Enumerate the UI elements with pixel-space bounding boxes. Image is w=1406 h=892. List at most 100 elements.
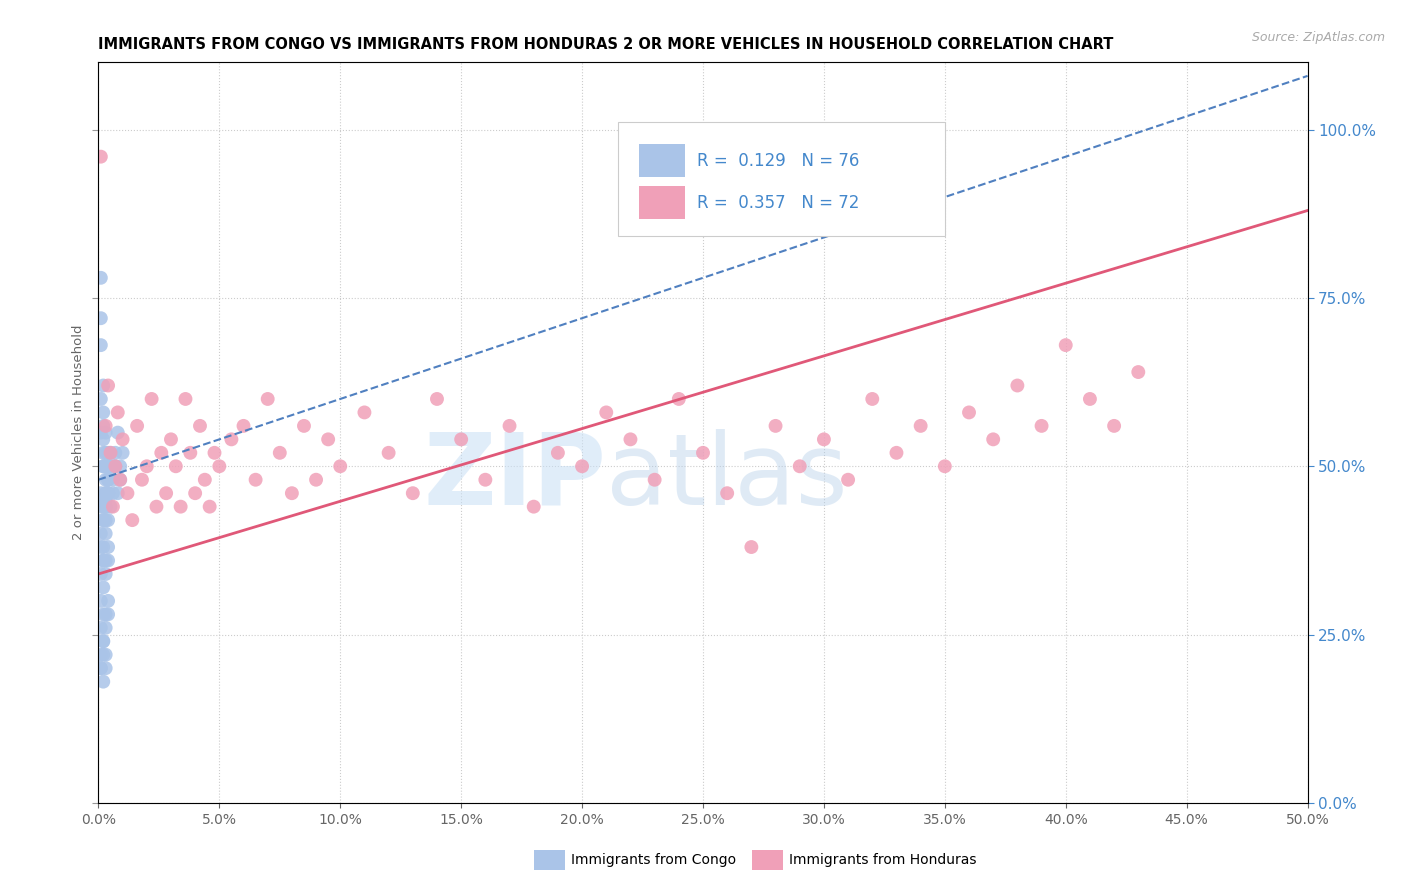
Point xyxy=(97,473,120,487)
Point xyxy=(100,500,122,514)
Point xyxy=(1102,418,1125,433)
Point xyxy=(169,500,191,514)
Point xyxy=(94,425,117,440)
Point xyxy=(97,513,120,527)
Point xyxy=(97,553,120,567)
Point xyxy=(135,459,157,474)
Point xyxy=(94,459,117,474)
Point xyxy=(571,459,593,474)
Point xyxy=(165,459,187,474)
Point xyxy=(91,513,114,527)
Point xyxy=(179,446,201,460)
Point xyxy=(104,459,127,474)
Point xyxy=(94,486,117,500)
Bar xyxy=(638,144,685,178)
Point xyxy=(90,270,112,285)
Point xyxy=(94,486,117,500)
Point xyxy=(90,621,112,635)
Point xyxy=(150,446,173,460)
Text: Immigrants from Congo: Immigrants from Congo xyxy=(571,853,735,867)
Point xyxy=(91,553,114,567)
Point xyxy=(97,473,120,487)
Text: Source: ZipAtlas.com: Source: ZipAtlas.com xyxy=(1251,31,1385,45)
Point xyxy=(957,405,980,419)
Point xyxy=(94,526,117,541)
Point xyxy=(91,607,114,622)
Point xyxy=(127,418,149,433)
Point xyxy=(1054,338,1077,352)
Point xyxy=(198,500,221,514)
Point xyxy=(100,446,122,460)
Point xyxy=(108,473,131,487)
Point xyxy=(108,459,131,474)
Point xyxy=(90,661,112,675)
Point xyxy=(90,648,112,662)
Point xyxy=(90,311,112,326)
Point xyxy=(886,446,908,460)
Point xyxy=(94,446,117,460)
Point xyxy=(1128,365,1150,379)
Point xyxy=(813,433,835,447)
Text: Immigrants from Honduras: Immigrants from Honduras xyxy=(789,853,976,867)
Point xyxy=(104,459,127,474)
Point xyxy=(90,594,112,608)
Point xyxy=(97,594,120,608)
Point xyxy=(910,418,932,433)
Point xyxy=(94,621,117,635)
Point xyxy=(377,446,399,460)
Point xyxy=(97,607,120,622)
Point xyxy=(402,486,425,500)
Point xyxy=(107,425,129,440)
Point xyxy=(94,500,117,514)
Point xyxy=(107,486,129,500)
Point xyxy=(91,418,114,433)
Point xyxy=(97,486,120,500)
Point xyxy=(94,473,117,487)
Point xyxy=(101,459,124,474)
Point xyxy=(91,446,114,460)
Point xyxy=(204,446,226,460)
Point xyxy=(91,433,114,447)
Point xyxy=(837,473,859,487)
Point xyxy=(100,446,122,460)
Point xyxy=(474,473,496,487)
Point xyxy=(789,459,811,474)
Point xyxy=(208,459,231,474)
Point xyxy=(97,540,120,554)
Point xyxy=(329,459,352,474)
Text: R =  0.357   N = 72: R = 0.357 N = 72 xyxy=(697,194,859,212)
Point xyxy=(101,486,124,500)
Point xyxy=(498,418,520,433)
Point xyxy=(644,473,666,487)
Point xyxy=(94,513,117,527)
Point xyxy=(100,459,122,474)
Point xyxy=(981,433,1004,447)
Point xyxy=(860,392,883,406)
Point xyxy=(97,378,120,392)
Point xyxy=(619,433,641,447)
Point xyxy=(97,459,120,474)
Point xyxy=(1078,392,1101,406)
Point xyxy=(523,500,546,514)
Point xyxy=(94,661,117,675)
FancyBboxPatch shape xyxy=(619,121,945,236)
Point xyxy=(131,473,153,487)
Text: atlas: atlas xyxy=(606,428,848,525)
Point xyxy=(97,446,120,460)
Point xyxy=(91,378,114,392)
Point xyxy=(117,486,139,500)
Point xyxy=(121,513,143,527)
Point xyxy=(91,634,114,648)
Text: ZIP: ZIP xyxy=(423,428,606,525)
Point xyxy=(145,500,167,514)
Point xyxy=(194,473,217,487)
Point xyxy=(269,446,291,460)
Point xyxy=(91,459,114,474)
Point xyxy=(765,418,787,433)
Point xyxy=(91,674,114,689)
Point xyxy=(155,486,177,500)
Point xyxy=(141,392,163,406)
Point xyxy=(232,418,254,433)
Point xyxy=(716,486,738,500)
Text: IMMIGRANTS FROM CONGO VS IMMIGRANTS FROM HONDURAS 2 OR MORE VEHICLES IN HOUSEHOL: IMMIGRANTS FROM CONGO VS IMMIGRANTS FROM… xyxy=(98,37,1114,52)
